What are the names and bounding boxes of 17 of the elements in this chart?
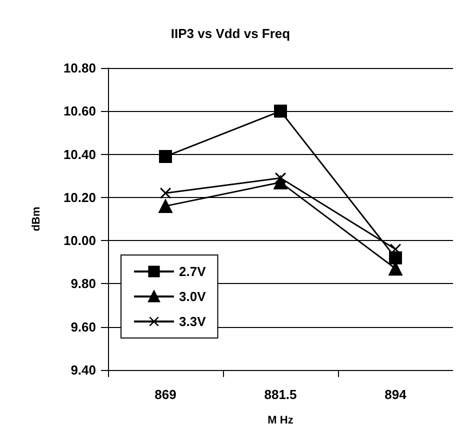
legend-label: 2.7V: [179, 264, 206, 279]
y-tick-label: 9.80: [70, 276, 96, 292]
legend-label: 3.3V: [179, 314, 206, 329]
x-axis-title: M Hz: [268, 414, 294, 426]
y-tick-label: 10.60: [63, 104, 96, 119]
y-tick-label: 9.40: [70, 362, 96, 378]
legend-label: 3.0V: [179, 289, 206, 304]
x-tick-label: 894: [384, 387, 408, 402]
y-axis-title: dBm: [30, 206, 42, 232]
y-tick-label: 10.80: [63, 60, 96, 76]
y-tick-label: 10.00: [63, 233, 96, 248]
y-tick-label: 10.40: [63, 146, 96, 162]
y-tick-label: 9.60: [70, 319, 96, 334]
x-tick-label: 881.5: [264, 387, 297, 402]
y-tick-label: 10.20: [63, 190, 96, 205]
chart-title: IIP3 vs Vdd vs Freq: [170, 26, 290, 41]
x-tick-label: 869: [154, 387, 176, 402]
